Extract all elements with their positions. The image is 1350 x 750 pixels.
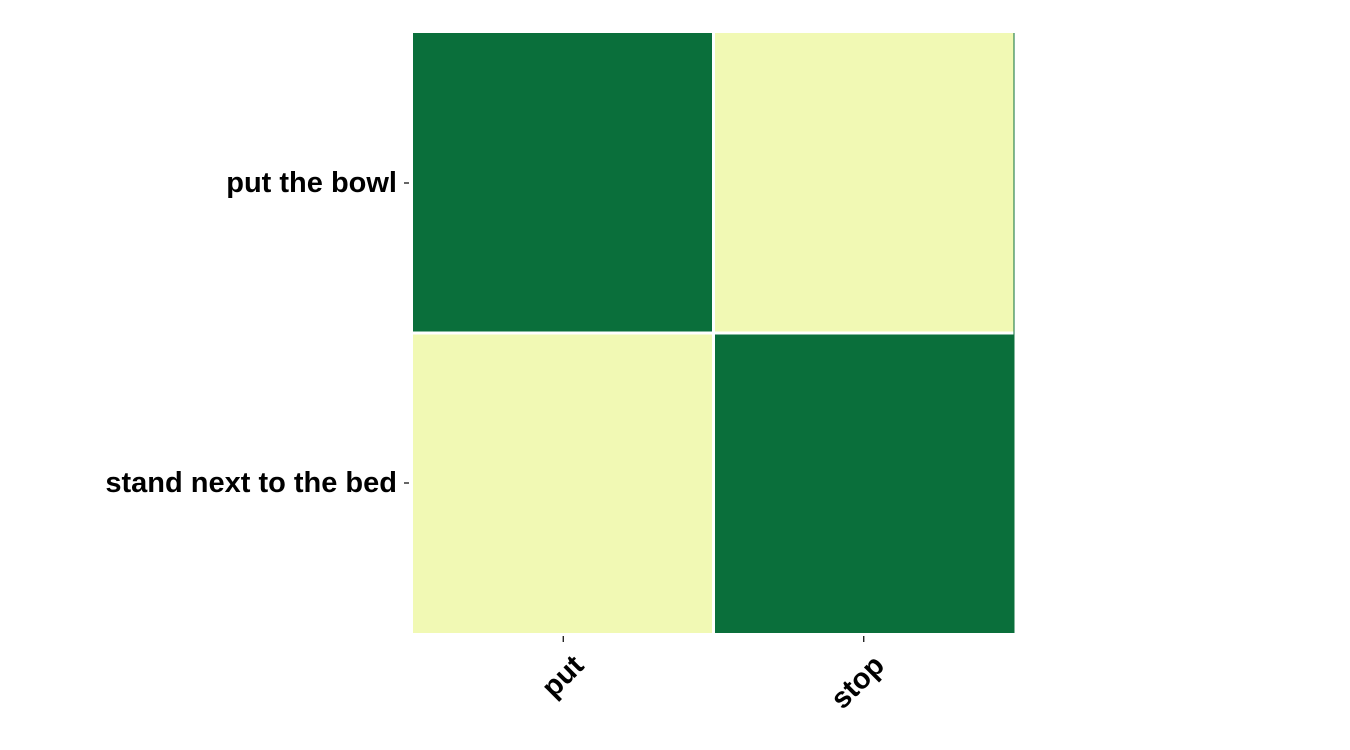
heatmap-cell: [715, 33, 1014, 332]
y-tick-label: stand next to the bed: [105, 467, 397, 499]
y-axis: put the bowl stand next to the bed: [105, 167, 409, 499]
x-tick-label: stop: [825, 649, 891, 715]
heatmap-cell: [413, 33, 712, 332]
x-axis: put stop: [536, 636, 891, 715]
x-tick-label: put: [536, 649, 591, 704]
heatmap-cell: [715, 334, 1014, 633]
y-tick-label: put the bowl: [226, 167, 397, 199]
heatmap-cell: [413, 334, 712, 633]
heatmap-cells: [413, 33, 1015, 633]
